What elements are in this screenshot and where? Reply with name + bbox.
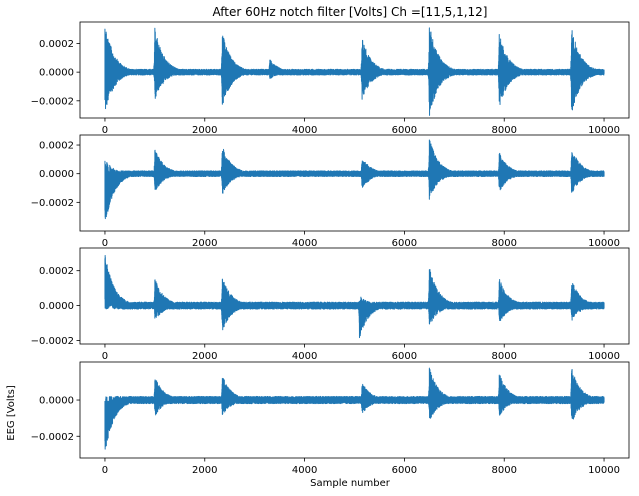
x-tick-label: 4000	[292, 238, 317, 249]
axes-frame	[79, 134, 630, 232]
y-tick-label: −0.0002	[31, 432, 74, 443]
x-tick-label: 10000	[588, 125, 620, 136]
series-line-ch12	[104, 367, 605, 450]
y-tick-label: 0.0000	[39, 169, 74, 180]
x-tick-label: 0	[102, 351, 108, 362]
x-tick-label: 0	[102, 238, 108, 249]
x-tick-label: 6000	[392, 465, 417, 476]
x-tick-label: 6000	[392, 238, 417, 249]
x-tick-label: 0	[102, 125, 108, 136]
x-tick-label: 2000	[192, 238, 217, 249]
x-tick-label: 6000	[392, 125, 417, 136]
axes-frame	[79, 21, 630, 119]
series-line-ch11	[104, 27, 605, 116]
y-tick-label: 0.0002	[39, 39, 74, 50]
series-line-ch5	[104, 139, 605, 220]
x-tick-label: 2000	[192, 351, 217, 362]
panels-group: 0 2000 4000 6000 8000 10000 −0.0002 0.0000 0.000…	[31, 21, 630, 476]
chart-title: After 60Hz notch filter [Volts] Ch =[11,…	[213, 5, 488, 19]
x-axis-label: Sample number	[310, 478, 391, 489]
x-tick-label: 10000	[588, 351, 620, 362]
panel-3: 0 2000 4000 6000 8000 10000 −0.0002 0.0000 0.000…	[31, 247, 630, 362]
y-tick-label: 0.0002	[39, 141, 74, 152]
x-tick-label: 10000	[588, 465, 620, 476]
series-line-ch1	[104, 254, 605, 339]
y-tick-label: 0.0000	[39, 301, 74, 312]
y-tick-label: 0.0000	[39, 396, 74, 407]
x-tick-label: 4000	[292, 125, 317, 136]
panel-2: 0 2000 4000 6000 8000 10000 −0.0002 0.0000 0.000…	[31, 134, 630, 249]
x-tick-label: 2000	[192, 125, 217, 136]
x-tick-label: 6000	[392, 351, 417, 362]
y-tick-label: 0.0002	[39, 266, 74, 277]
axes-frame	[79, 247, 630, 345]
x-tick-label: 10000	[588, 238, 620, 249]
panel-1: 0 2000 4000 6000 8000 10000 −0.0002 0.0000 0.000…	[31, 21, 630, 136]
y-tick-label: 0.0000	[39, 68, 74, 79]
x-tick-label: 4000	[292, 465, 317, 476]
y-tick-label: −0.0002	[31, 198, 74, 209]
y-tick-label: −0.0002	[31, 336, 74, 347]
panel-4: 0 2000 4000 6000 8000 10000 −0.0002 0.0000	[31, 361, 630, 476]
y-tick-label: −0.0002	[31, 96, 74, 107]
x-tick-label: 0	[102, 465, 108, 476]
x-tick-label: 8000	[492, 351, 517, 362]
axes-frame	[79, 361, 630, 459]
x-tick-label: 8000	[492, 125, 517, 136]
x-tick-label: 4000	[292, 351, 317, 362]
x-tick-label: 8000	[492, 465, 517, 476]
x-tick-label: 2000	[192, 465, 217, 476]
y-axis-label: EEG [Volts]	[6, 385, 17, 441]
x-tick-label: 8000	[492, 238, 517, 249]
